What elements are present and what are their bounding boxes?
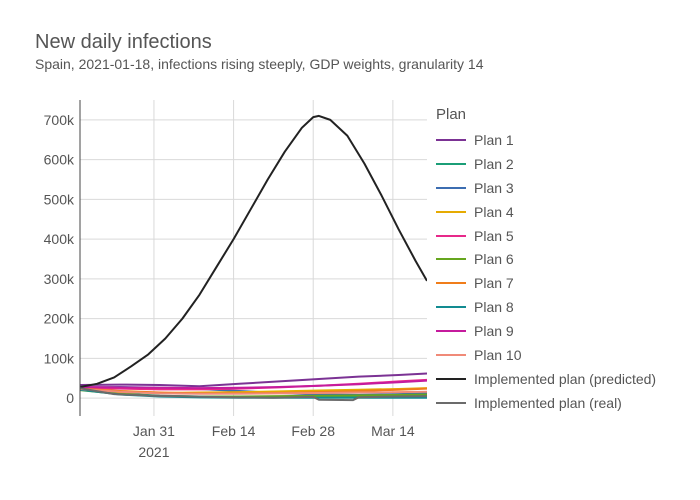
legend-swatch [436,377,466,380]
legend-swatch [436,306,466,309]
y-tick-label: 200k [44,311,75,327]
grid-lines [80,100,427,416]
legend-swatch [436,186,466,189]
legend-items: Plan 1 Plan 2 Plan 3 Plan 4 Plan 5 Plan 6 Plan… [436,128,656,415]
legend-swatch [436,210,466,213]
legend: Plan Plan 1 Plan 2 Plan 3 Plan 4 Plan 5 Plan … [436,106,656,415]
legend-item-plan-7[interactable]: Plan 7 [436,271,656,295]
legend-label: Plan 9 [474,323,514,340]
x-tick-label: Feb 28 [291,423,335,439]
x-tick-label: Feb 14 [212,423,256,439]
series-line-implemented-plan-predicted [80,114,427,388]
y-tick-label: 700k [44,112,75,128]
legend-item-plan-5[interactable]: Plan 5 [436,224,656,248]
legend-label: Plan 1 [474,131,514,148]
legend-swatch [436,234,466,237]
legend-label: Plan 10 [474,346,522,363]
series-line-plan-1 [80,372,427,388]
legend-item-plan-6[interactable]: Plan 6 [436,247,656,271]
legend-label: Implemented plan (real) [474,394,622,411]
legend-item-plan-9[interactable]: Plan 9 [436,319,656,343]
legend-swatch [436,138,466,141]
legend-swatch [436,282,466,285]
legend-label: Plan 8 [474,299,514,316]
legend-label: Implemented plan (predicted) [474,370,657,387]
legend-swatch [436,258,466,261]
legend-item-plan-4[interactable]: Plan 4 [436,200,656,224]
y-tick-label: 300k [44,271,75,287]
legend-label: Plan 2 [474,155,514,172]
y-tick-label: 400k [44,231,75,247]
legend-label: Plan 6 [474,251,514,268]
legend-item-plan-1[interactable]: Plan 1 [436,128,656,152]
series-lines [80,114,427,402]
legend-label: Plan 5 [474,227,514,244]
x-axis-tick-labels: Jan 31 2021 Feb 14 Feb 28 Mar 14 [133,423,415,460]
legend-swatch [436,353,466,356]
chart-subtitle: Spain, 2021-01-18, infections rising ste… [35,56,484,72]
y-tick-label: 500k [44,191,75,207]
title-block: New daily infections Spain, 2021-01-18, … [35,30,484,72]
series-line-implemented-plan-real [80,387,427,402]
legend-title: Plan [436,106,467,123]
y-tick-label: 0 [66,390,74,406]
legend-item-plan-8[interactable]: Plan 8 [436,295,656,319]
legend-item-plan-10[interactable]: Plan 10 [436,343,656,367]
series-line-plan-9 [80,379,427,390]
y-tick-label: 600k [44,152,75,168]
x-tick-sublabel: 2021 [138,444,169,460]
legend-swatch [436,162,466,165]
legend-label: Plan 7 [474,275,514,292]
x-tick-label: Mar 14 [371,423,415,439]
legend-label: Plan 4 [474,203,514,220]
legend-swatch [436,330,466,333]
legend-item-plan-2[interactable]: Plan 2 [436,152,656,176]
legend-swatch [436,401,466,404]
legend-item-plan-3[interactable]: Plan 3 [436,176,656,200]
legend-item-implemented-plan-real[interactable]: Implemented plan (real) [436,391,656,415]
series-line-plan-10 [80,387,427,395]
y-tick-label: 100k [44,350,75,366]
y-axis-tick-labels: 0 100k 200k 300k 400k 500k 600k 700k [44,112,75,406]
chart-title: New daily infections [35,31,212,53]
x-tick-label: Jan 31 [133,423,175,439]
legend-label: Plan 3 [474,179,514,196]
legend-item-implemented-plan-predicted[interactable]: Implemented plan (predicted) [436,367,656,391]
